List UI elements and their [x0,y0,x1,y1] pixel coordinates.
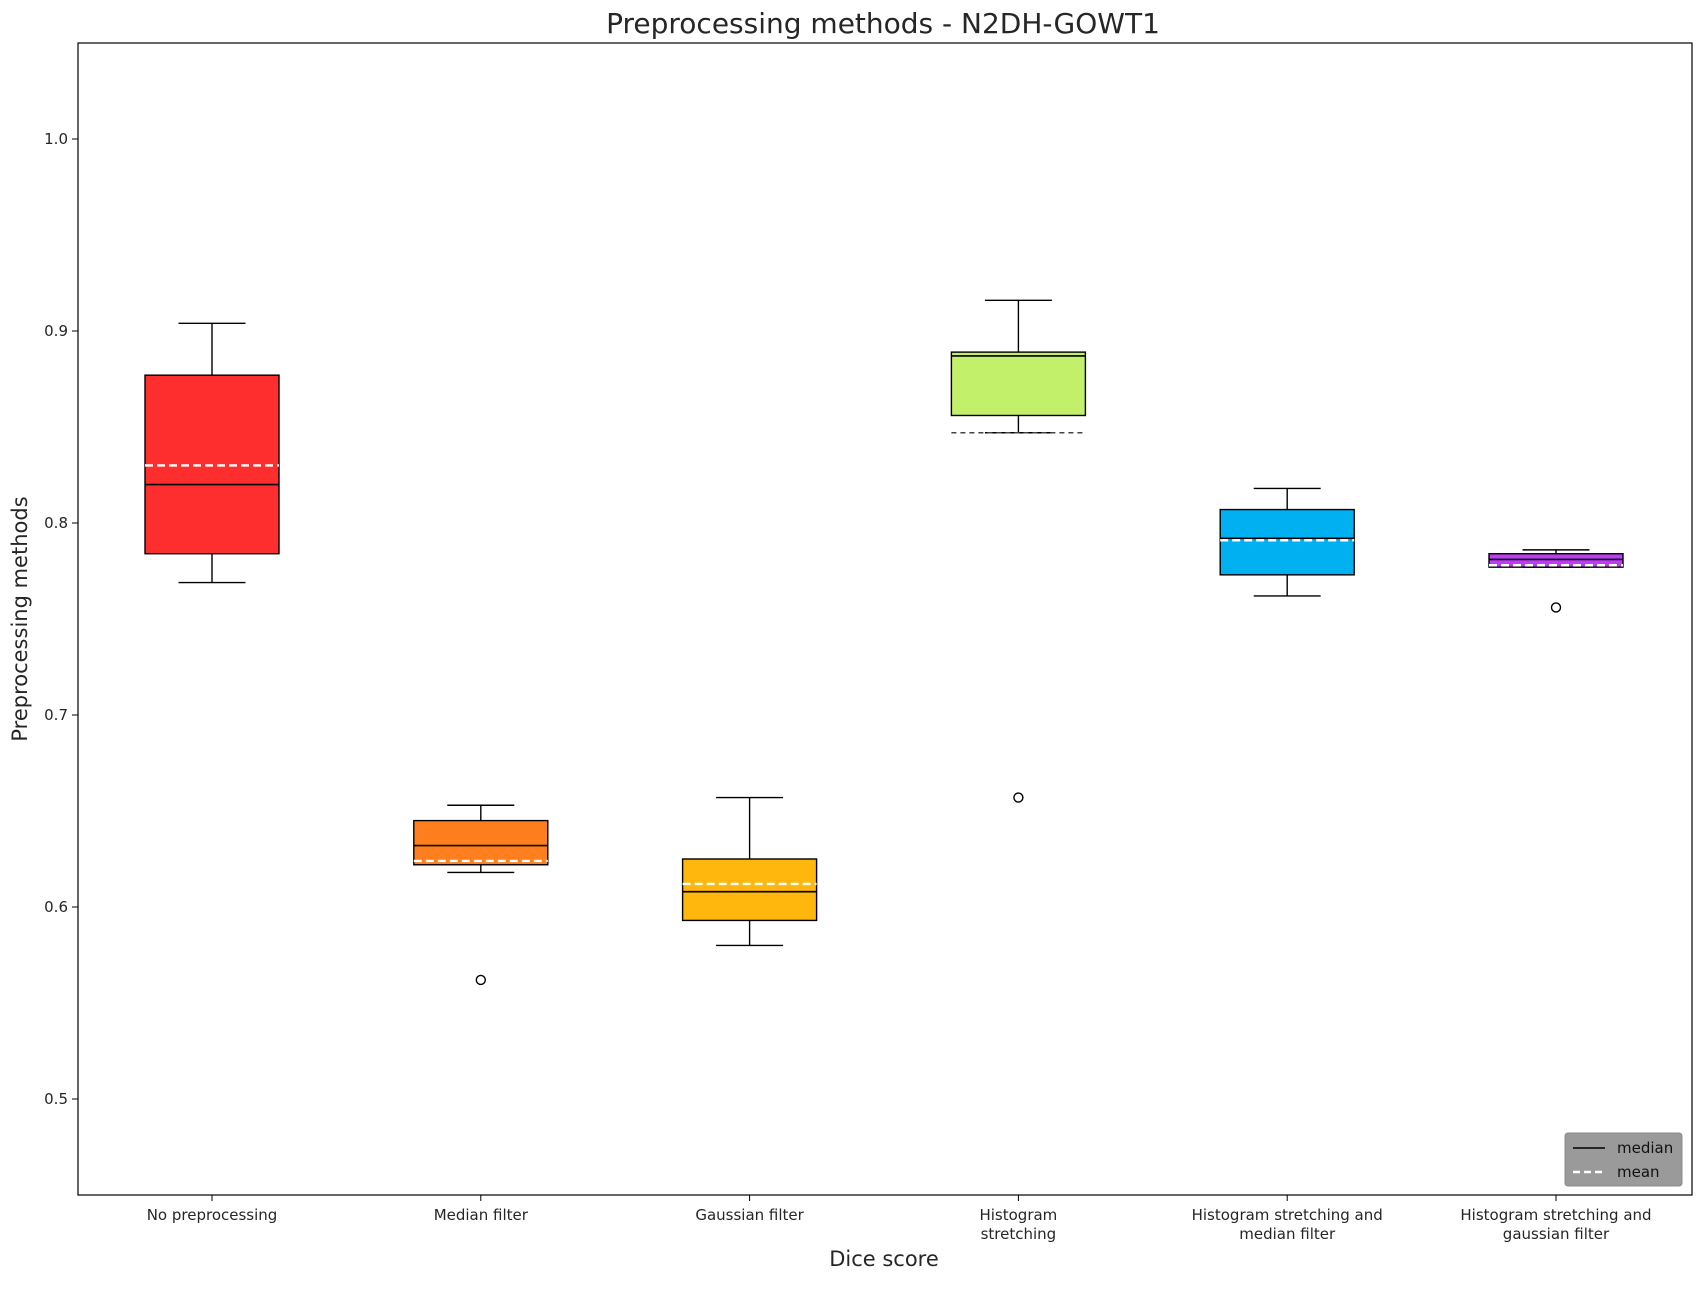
plot-area [77,42,1693,1196]
box-4 [1219,487,1355,597]
box-body [1219,508,1355,576]
y-tick-label: 0.6 [44,898,68,916]
x-tick-label: median filter [1239,1225,1336,1243]
legend: median mean [1564,1132,1683,1187]
box-2 [681,796,818,947]
outlier-point [1550,602,1562,613]
y-axis-title: Preprocessing methods [8,496,32,741]
box-3 [950,299,1087,803]
y-tick-label: 0.8 [44,514,68,532]
outlier-point [475,974,486,986]
x-tick-label: Histogram stretching and [1460,1206,1651,1224]
y-tick-label: 1.0 [44,130,68,148]
box-5 [1488,549,1624,613]
outlier-point [1013,792,1024,803]
x-tick-label: Histogram stretching and [1192,1206,1383,1224]
box-body [1488,553,1624,568]
box-body [681,858,818,922]
x-axis-labels: No preprocessing Median filter Gaussian fi… [147,1195,1652,1243]
legend-label-mean: mean [1617,1163,1660,1181]
y-tick-label: 0.9 [44,322,68,340]
box-body [413,819,549,866]
y-tick-label: 0.5 [44,1090,68,1108]
box-body [950,351,1087,417]
legend-label-median: median [1617,1139,1673,1157]
chart-title: Preprocessing methods - N2DH-GOWT1 [606,7,1160,40]
x-axis-title: Dice score [829,1247,939,1271]
x-tick-label: Median filter [434,1206,529,1224]
box-0 [144,322,280,584]
x-tick-label: gaussian filter [1503,1225,1610,1243]
x-tick-label: Gaussian filter [695,1206,804,1224]
x-tick-label: No preprocessing [147,1206,278,1224]
boxes [144,299,1624,986]
y-axis: 0.5 0.6 0.7 0.8 0.9 1.0 [44,130,78,1108]
box-1 [413,804,549,986]
y-tick-label: 0.7 [44,706,68,724]
x-tick-label: Histogram [979,1206,1057,1224]
x-tick-label: stretching [981,1225,1057,1243]
legend-box [1564,1132,1683,1187]
